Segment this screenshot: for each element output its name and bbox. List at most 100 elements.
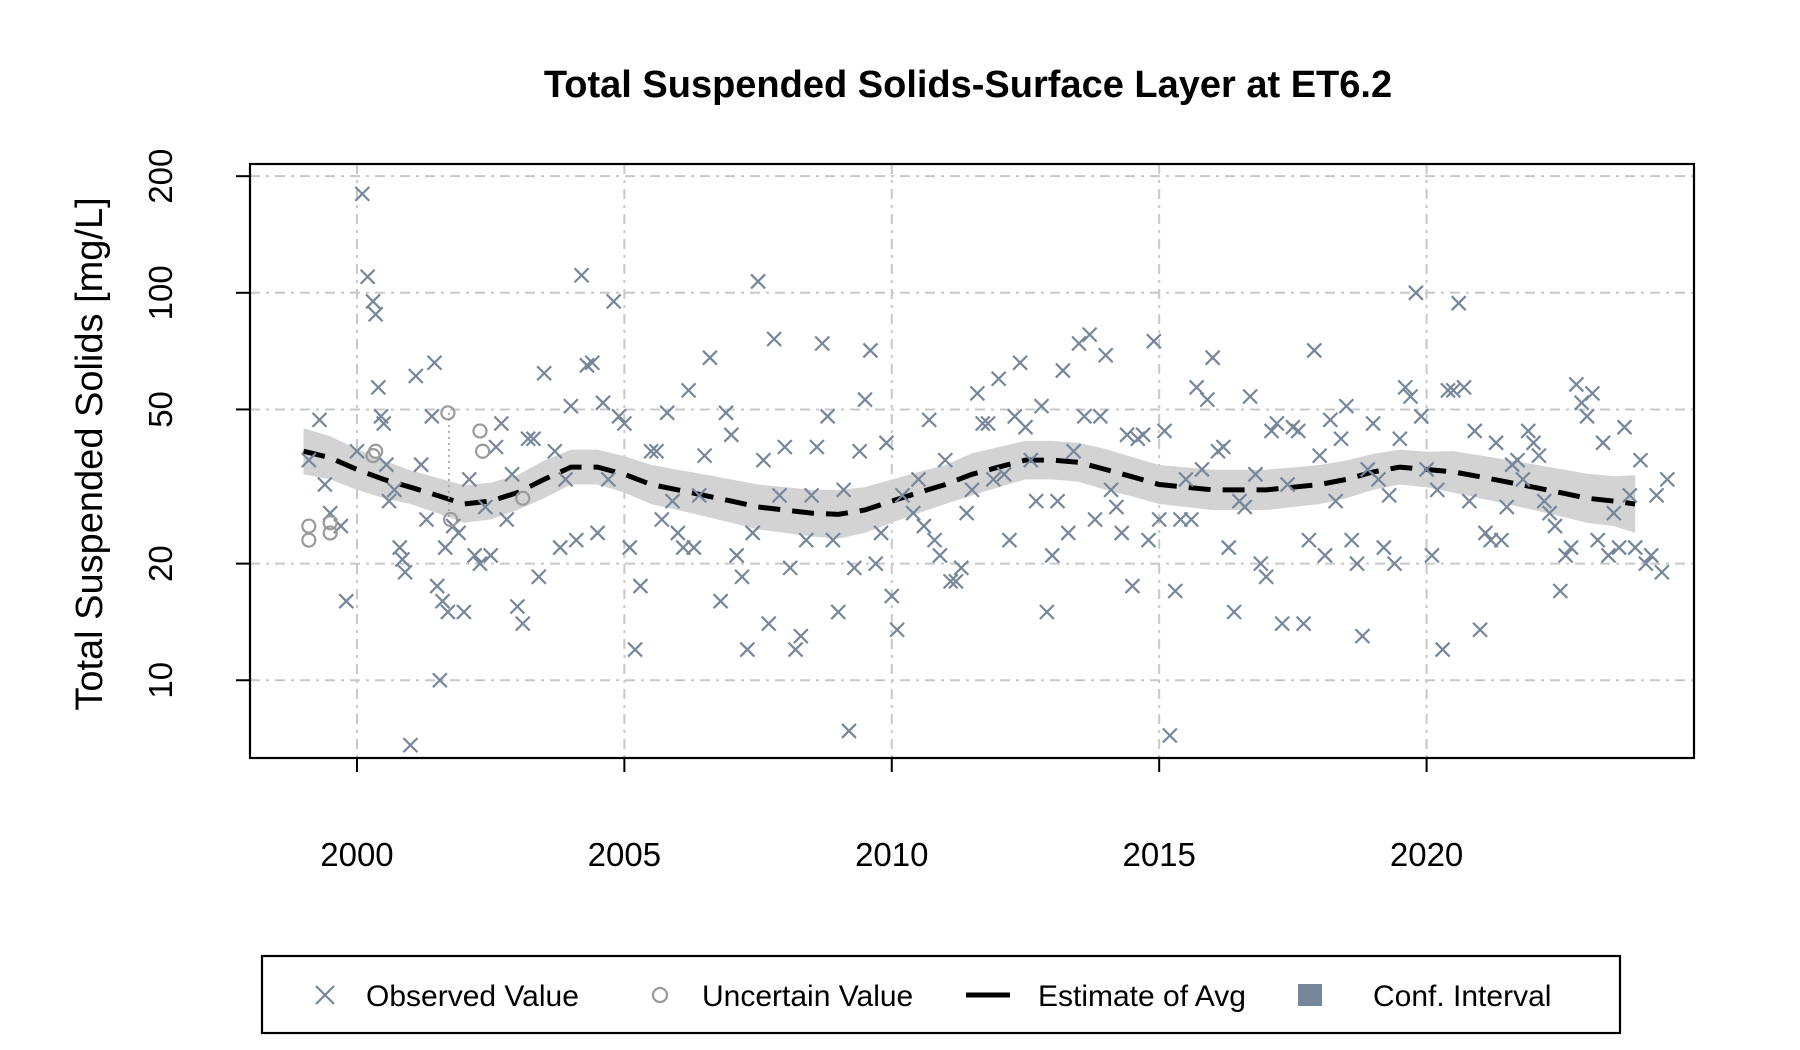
observed-point	[686, 539, 702, 556]
observed-point	[884, 588, 900, 604]
observed-point	[1033, 398, 1050, 414]
observed-point	[536, 365, 552, 382]
observed-point	[1413, 408, 1430, 425]
observed-point	[1028, 493, 1044, 509]
observed-point	[1611, 539, 1627, 556]
observed-point	[1220, 539, 1237, 556]
legend-label-estimate: Estimate of Avg	[1038, 980, 1246, 1013]
observed-points	[301, 186, 1676, 753]
uncertain-point	[322, 525, 338, 541]
observed-point	[1493, 532, 1510, 548]
observed-point	[857, 391, 873, 408]
observed-point	[1557, 547, 1574, 564]
observed-point	[1055, 362, 1071, 379]
observed-point	[1386, 555, 1403, 572]
observed-point	[846, 560, 863, 576]
observed-point	[664, 493, 681, 509]
observed-point	[1092, 408, 1109, 425]
observed-point	[424, 408, 440, 425]
observed-point	[1146, 333, 1162, 349]
observed-point	[739, 641, 756, 658]
observed-point	[702, 349, 718, 366]
observed-point	[691, 487, 708, 504]
legend-uncertain-marker	[651, 986, 669, 1004]
observed-point	[777, 439, 793, 455]
legend-box	[260, 954, 1622, 1035]
observed-point	[375, 415, 392, 432]
y-axis-tick-label: 50	[142, 391, 179, 428]
legend-ci-swatch	[1298, 984, 1322, 1006]
observed-point	[573, 267, 590, 284]
observed-point	[1370, 471, 1387, 488]
observed-point	[1365, 415, 1381, 432]
observed-point	[605, 293, 622, 310]
observed-point	[1509, 452, 1526, 468]
observed-point	[1450, 295, 1467, 311]
observed-point	[1654, 564, 1670, 581]
observed-point	[905, 505, 921, 521]
observed-point	[894, 487, 911, 504]
observed-point	[1424, 547, 1440, 564]
observed-point	[1236, 499, 1253, 515]
observed-point	[466, 547, 483, 564]
observed-point	[365, 293, 381, 310]
observed-point	[862, 342, 879, 359]
observed-point	[760, 615, 777, 632]
observed-point	[825, 532, 841, 548]
observed-point	[1595, 435, 1611, 451]
x-axis-tick-label: 2020	[1390, 836, 1463, 873]
observed-point	[1515, 471, 1531, 488]
observed-point	[1044, 547, 1060, 564]
observed-point	[1327, 493, 1344, 509]
observed-point	[718, 405, 734, 421]
observed-point	[1108, 499, 1125, 515]
uncertain-point	[301, 518, 317, 534]
observed-point	[472, 555, 488, 572]
observed-point	[750, 273, 766, 290]
observed-point	[1290, 423, 1307, 439]
observed-point	[1113, 525, 1130, 541]
x-axis-tick-label: 2015	[1122, 836, 1195, 873]
observed-point	[787, 641, 804, 658]
observed-point	[793, 628, 809, 644]
observed-point	[1253, 555, 1269, 572]
observed-point	[440, 604, 456, 620]
observed-point	[1536, 493, 1553, 509]
observed-point	[1552, 583, 1569, 599]
observed-point	[1461, 493, 1478, 509]
observed-point	[600, 471, 617, 488]
observed-point	[723, 427, 740, 443]
observed-point	[1456, 379, 1472, 396]
observed-point	[1039, 604, 1055, 620]
observed-point	[450, 525, 467, 541]
observed-point	[1306, 342, 1323, 359]
observed-point	[1392, 430, 1408, 447]
x-axis-tick-label: 2000	[320, 836, 393, 873]
observed-point	[1616, 419, 1633, 435]
observed-point	[964, 482, 980, 498]
observed-point	[734, 568, 750, 585]
observed-point	[1408, 285, 1424, 301]
uncertain-point	[472, 423, 488, 439]
observed-point	[621, 539, 638, 556]
observed-point	[1418, 461, 1435, 478]
observed-point	[830, 604, 847, 620]
observed-point	[1060, 525, 1077, 541]
observed-point	[1269, 415, 1285, 432]
observed-point	[1071, 335, 1087, 352]
observed-point	[1322, 412, 1339, 428]
observed-point	[413, 456, 429, 473]
observed-point	[1156, 423, 1173, 439]
observed-point	[584, 354, 601, 371]
observed-point	[1204, 349, 1221, 366]
observed-point	[381, 493, 397, 509]
observed-point	[1547, 518, 1563, 534]
observed-point	[814, 335, 831, 352]
observed-point	[493, 415, 510, 432]
legend-label-uncertain: Uncertain Value	[702, 980, 913, 1013]
x-axis: 2000 2005 2010 2015 2020	[320, 758, 1463, 873]
observed-point	[1333, 430, 1349, 447]
y-axis-tick-label: 20	[142, 545, 179, 582]
y-axis-tick-label: 10	[142, 662, 179, 699]
y-axis-tick-label: 200	[142, 149, 179, 204]
